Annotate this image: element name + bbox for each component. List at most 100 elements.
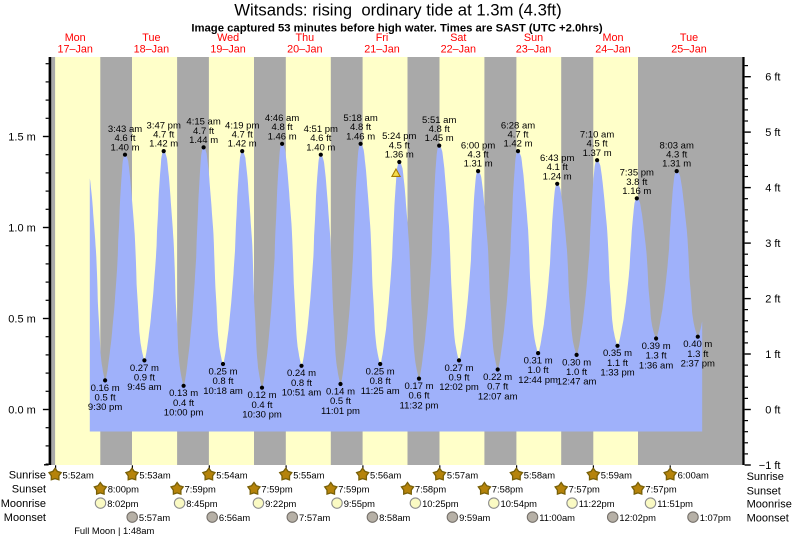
- svg-text:1.45 m: 1.45 m: [425, 133, 454, 144]
- svg-text:0.7 ft: 0.7 ft: [487, 382, 508, 393]
- svg-text:9:30 pm: 9:30 pm: [88, 402, 122, 413]
- svg-text:11:00am: 11:00am: [539, 512, 575, 523]
- svg-text:0.14 m: 0.14 m: [326, 386, 355, 397]
- svg-text:4.5 ft: 4.5 ft: [587, 139, 608, 150]
- svg-text:5:56am: 5:56am: [370, 469, 401, 480]
- svg-text:1.24 m: 1.24 m: [543, 171, 572, 182]
- svg-text:Tue: Tue: [142, 32, 160, 44]
- svg-text:10:54pm: 10:54pm: [501, 498, 538, 509]
- svg-text:Sunset: Sunset: [12, 484, 46, 496]
- svg-text:1.42 m: 1.42 m: [228, 139, 257, 150]
- svg-text:1.46 m: 1.46 m: [268, 131, 297, 142]
- svg-text:21–Jan: 21–Jan: [364, 43, 399, 55]
- svg-text:4:15 am: 4:15 am: [186, 117, 220, 128]
- svg-text:Moonrise: Moonrise: [1, 498, 46, 510]
- svg-text:5:53am: 5:53am: [139, 469, 170, 480]
- svg-text:4.8 ft: 4.8 ft: [272, 122, 293, 133]
- svg-text:12:47 am: 12:47 am: [557, 377, 597, 388]
- svg-text:11:01 pm: 11:01 pm: [321, 406, 360, 417]
- svg-text:0.13 m: 0.13 m: [169, 388, 198, 399]
- svg-text:7:57pm: 7:57pm: [569, 484, 600, 495]
- svg-text:0.6 ft: 0.6 ft: [408, 391, 429, 402]
- svg-text:22–Jan: 22–Jan: [441, 43, 476, 55]
- svg-text:Moonset: Moonset: [4, 512, 46, 524]
- svg-text:0.12 m: 0.12 m: [247, 390, 276, 401]
- svg-text:7:35 pm: 7:35 pm: [620, 168, 654, 179]
- svg-text:2 ft: 2 ft: [765, 293, 780, 305]
- svg-text:4.1 ft: 4.1 ft: [547, 162, 568, 173]
- svg-text:Thu: Thu: [295, 32, 314, 44]
- svg-text:1.3 ft: 1.3 ft: [687, 349, 708, 360]
- svg-text:9:45 am: 9:45 am: [127, 382, 161, 393]
- svg-text:Witsands: rising ordinary tid: Witsands: rising ordinary tide at 1.3m (…: [234, 1, 561, 20]
- svg-text:9:22pm: 9:22pm: [265, 498, 296, 509]
- svg-text:Sunrise: Sunrise: [747, 471, 784, 483]
- svg-text:5:55am: 5:55am: [293, 469, 324, 480]
- svg-text:3.8 ft: 3.8 ft: [626, 177, 647, 188]
- svg-text:3:43 am: 3:43 am: [108, 124, 142, 135]
- svg-text:5:59am: 5:59am: [601, 469, 632, 480]
- svg-text:0.9 ft: 0.9 ft: [448, 373, 469, 384]
- svg-text:0.27 m: 0.27 m: [444, 363, 473, 374]
- svg-text:25–Jan: 25–Jan: [671, 43, 706, 55]
- svg-text:Full Moon | 1:48am: Full Moon | 1:48am: [74, 525, 154, 536]
- svg-text:0.17 m: 0.17 m: [404, 381, 433, 392]
- svg-text:Tue: Tue: [680, 32, 698, 44]
- svg-text:4.7 ft: 4.7 ft: [232, 130, 253, 141]
- svg-text:10:30 pm: 10:30 pm: [242, 410, 282, 421]
- svg-text:12:02 pm: 12:02 pm: [439, 382, 479, 393]
- svg-text:5:54am: 5:54am: [216, 469, 247, 480]
- svg-text:1.37 m: 1.37 m: [583, 148, 612, 159]
- svg-text:5:18 am: 5:18 am: [343, 113, 377, 124]
- svg-text:3 ft: 3 ft: [765, 238, 780, 250]
- svg-text:1.0 m: 1.0 m: [8, 222, 36, 234]
- svg-text:11:32 pm: 11:32 pm: [400, 400, 439, 411]
- svg-text:8:03 am: 8:03 am: [660, 140, 694, 151]
- svg-text:5:57am: 5:57am: [447, 469, 478, 480]
- svg-text:17–Jan: 17–Jan: [57, 43, 92, 55]
- svg-text:7:58pm: 7:58pm: [415, 484, 446, 495]
- svg-text:1.44 m: 1.44 m: [189, 135, 218, 146]
- svg-text:10:18 am: 10:18 am: [203, 386, 243, 397]
- svg-text:Sunrise: Sunrise: [9, 469, 46, 481]
- svg-text:1.46 m: 1.46 m: [346, 131, 375, 142]
- svg-text:1.40 m: 1.40 m: [110, 142, 139, 153]
- svg-text:1.1 ft: 1.1 ft: [607, 358, 628, 369]
- svg-text:0.8 ft: 0.8 ft: [291, 378, 312, 389]
- svg-text:Moonrise: Moonrise: [747, 499, 792, 511]
- svg-text:0.4 ft: 0.4 ft: [173, 398, 194, 409]
- svg-text:0 ft: 0 ft: [765, 404, 780, 416]
- svg-text:24–Jan: 24–Jan: [595, 43, 630, 55]
- svg-text:0.30 m: 0.30 m: [562, 357, 591, 368]
- svg-text:20–Jan: 20–Jan: [287, 43, 322, 55]
- svg-text:Image captured 53 minutes befo: Image captured 53 minutes before high wa…: [191, 23, 603, 35]
- svg-text:6:43 pm: 6:43 pm: [540, 153, 574, 164]
- svg-text:0.5 m: 0.5 m: [8, 313, 36, 325]
- svg-text:10:25pm: 10:25pm: [422, 498, 459, 509]
- svg-text:7:57am: 7:57am: [299, 512, 330, 523]
- svg-text:0.35 m: 0.35 m: [603, 348, 632, 359]
- svg-text:5:52am: 5:52am: [63, 469, 94, 480]
- svg-text:4 ft: 4 ft: [765, 182, 780, 194]
- svg-text:1:07pm: 1:07pm: [700, 512, 731, 523]
- svg-text:0.8 ft: 0.8 ft: [212, 376, 233, 387]
- svg-text:1.36 m: 1.36 m: [385, 150, 414, 161]
- svg-text:0.4 ft: 0.4 ft: [251, 400, 272, 411]
- svg-text:6 ft: 6 ft: [765, 72, 780, 84]
- svg-text:11:51pm: 11:51pm: [657, 498, 693, 509]
- svg-text:4.8 ft: 4.8 ft: [429, 124, 450, 135]
- svg-text:0.27 m: 0.27 m: [130, 363, 159, 374]
- svg-text:9:55pm: 9:55pm: [344, 498, 375, 509]
- svg-text:12:44 pm: 12:44 pm: [518, 375, 558, 386]
- svg-text:3:47 pm: 3:47 pm: [147, 120, 181, 131]
- svg-text:4.8 ft: 4.8 ft: [350, 122, 371, 133]
- svg-text:5 ft: 5 ft: [765, 127, 780, 139]
- svg-text:1.5 m: 1.5 m: [8, 131, 36, 143]
- svg-text:0.40 m: 0.40 m: [683, 339, 712, 350]
- svg-text:1.31 m: 1.31 m: [662, 159, 691, 170]
- svg-text:10:00 pm: 10:00 pm: [164, 408, 204, 419]
- svg-text:4:51 pm: 4:51 pm: [304, 124, 338, 135]
- svg-text:0.5 ft: 0.5 ft: [95, 393, 116, 404]
- svg-text:−1 ft: −1 ft: [759, 460, 781, 472]
- svg-text:1.40 m: 1.40 m: [306, 142, 335, 153]
